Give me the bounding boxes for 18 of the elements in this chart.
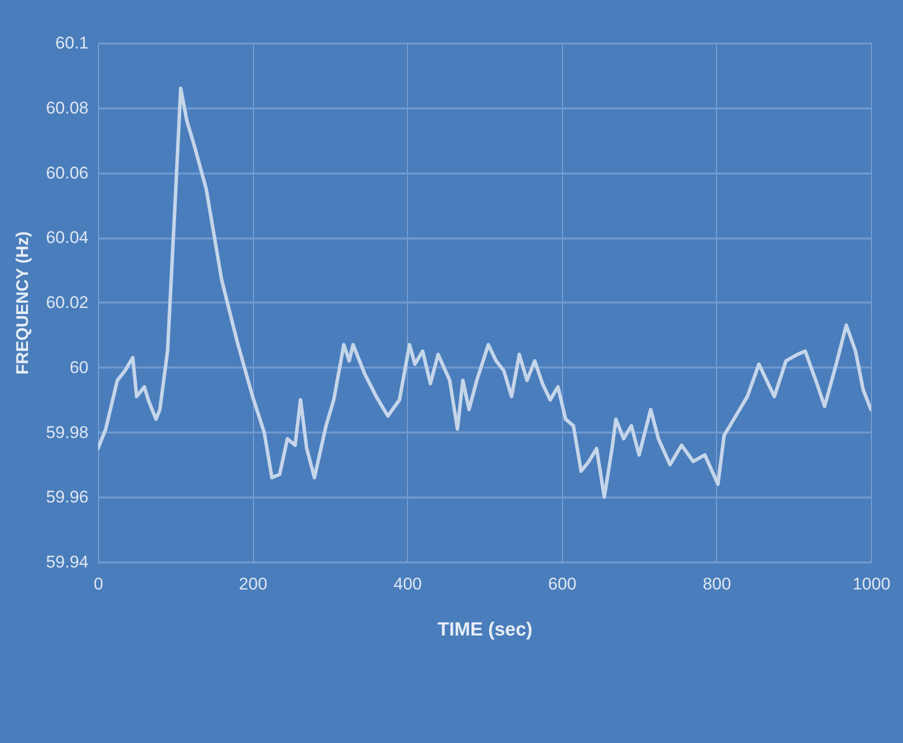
y-tick-label: 60.04 xyxy=(46,228,88,248)
x-tick-label: 0 xyxy=(94,574,104,594)
x-tick-label: 1000 xyxy=(852,574,890,594)
y-axis-title: FREQUENCY (Hz) xyxy=(12,231,32,375)
y-tick-label: 60.02 xyxy=(46,293,88,312)
line-series xyxy=(98,86,871,499)
x-axis-title: TIME (sec) xyxy=(437,620,533,640)
x-tick-label: 600 xyxy=(548,574,576,594)
y-tick-label: 59.94 xyxy=(46,552,88,572)
y-tick-label: 60.06 xyxy=(46,163,88,182)
x-tick-label: 200 xyxy=(238,574,268,594)
x-tick-label: 800 xyxy=(702,574,732,594)
y-tick-label: 59.96 xyxy=(46,488,88,507)
y-tick-label: 60 xyxy=(70,358,88,377)
y-tick-label: 60.1 xyxy=(55,34,88,52)
y-tick-label: 60.08 xyxy=(46,98,88,118)
x-tick-label: 400 xyxy=(394,574,422,594)
y-tick-label: 59.98 xyxy=(46,422,88,442)
